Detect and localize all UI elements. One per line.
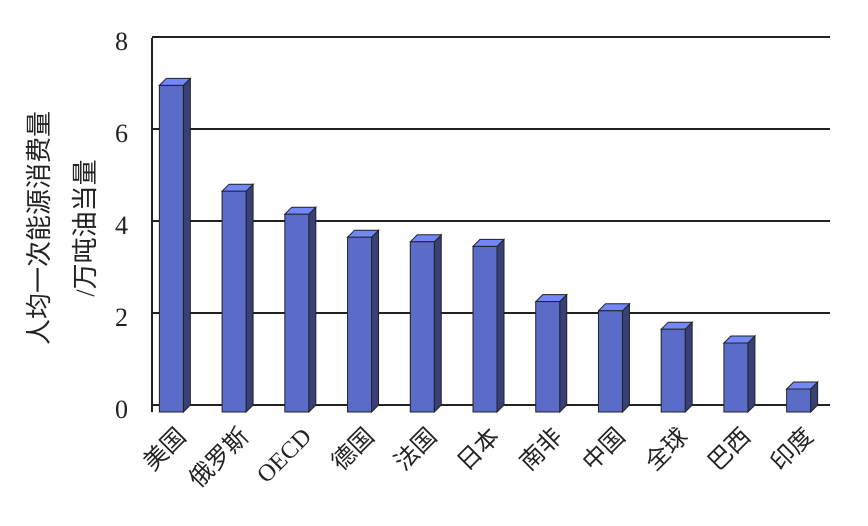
x-tick-label: 美国 (138, 423, 191, 476)
bar (660, 328, 686, 413)
x-tick-label: OECD (252, 424, 317, 489)
bar (158, 84, 184, 413)
y-tick-label: 8 (115, 27, 128, 56)
x-tick-label: 俄罗斯 (184, 423, 254, 493)
bar (409, 241, 435, 413)
y-tick-label: 0 (115, 395, 128, 424)
bar (597, 310, 623, 413)
x-tick-label: 法国 (389, 423, 442, 476)
y-axis-label: /万吨油当量 (71, 159, 100, 296)
bar (535, 301, 561, 413)
bar (221, 190, 247, 413)
bar-side (371, 228, 380, 414)
bar-side (433, 233, 442, 414)
bar-side (747, 334, 756, 414)
x-tick-label: 全球 (640, 423, 693, 476)
bar (723, 342, 749, 413)
bar (347, 236, 373, 413)
y-axis-label: 人均一次能源消费量 (25, 111, 54, 345)
x-tick-label: 巴西 (704, 424, 756, 476)
x-tick-label: 中国 (578, 423, 631, 476)
x-tick-label: 印度 (766, 423, 819, 476)
x-tick-label: 南非 (515, 423, 568, 476)
bar-side (245, 182, 254, 414)
bar-side (308, 205, 317, 414)
bar-side (559, 293, 568, 414)
y-tick-label: 4 (115, 211, 128, 240)
x-tick-label: 日本 (452, 423, 505, 476)
bar (472, 245, 498, 413)
bar-side (496, 238, 505, 414)
bar (284, 213, 310, 413)
x-tick-label: 德国 (327, 423, 380, 476)
bar-side (182, 77, 191, 414)
y-tick-label: 2 (115, 303, 128, 332)
y-tick-label: 6 (115, 119, 128, 148)
bar-side (621, 302, 630, 414)
bar (786, 388, 812, 413)
bar-side (684, 320, 693, 414)
